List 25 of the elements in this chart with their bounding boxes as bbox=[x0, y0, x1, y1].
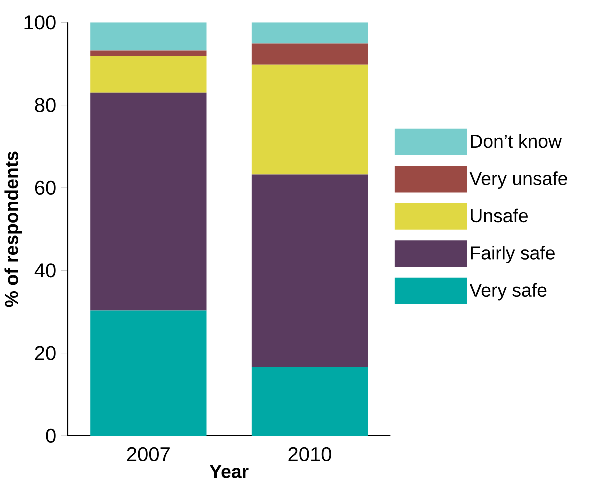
bar bbox=[90, 22, 207, 51]
bar bbox=[252, 174, 368, 367]
y-tick-label: 100 bbox=[24, 16, 56, 30]
bar bbox=[90, 50, 207, 57]
legend-label: Very safe bbox=[470, 283, 547, 301]
legend-label: Unsafe bbox=[471, 208, 528, 223]
x-tick-label: 2007 bbox=[127, 447, 170, 462]
bar bbox=[90, 92, 207, 311]
bar bbox=[252, 22, 368, 44]
legend-label: Very unsafe bbox=[470, 172, 568, 190]
y-tick-label: 40 bbox=[34, 264, 56, 278]
bar bbox=[90, 310, 207, 436]
bar bbox=[252, 366, 368, 436]
y-axis-title: % of respondents bbox=[4, 152, 22, 308]
bar bbox=[90, 56, 207, 93]
x-axis-title: Year bbox=[210, 465, 249, 478]
y-tick-label: 20 bbox=[35, 346, 56, 360]
y-tick-label: 0 bbox=[46, 428, 56, 444]
y-tick-label: 60 bbox=[35, 180, 56, 196]
bar bbox=[252, 44, 368, 65]
legend-label: Fairly safe bbox=[471, 246, 555, 264]
x-tick-label: 2010 bbox=[288, 447, 332, 462]
bar bbox=[252, 64, 368, 175]
y-tick-label: 80 bbox=[35, 98, 56, 112]
legend-label: Don’t know bbox=[471, 134, 562, 148]
